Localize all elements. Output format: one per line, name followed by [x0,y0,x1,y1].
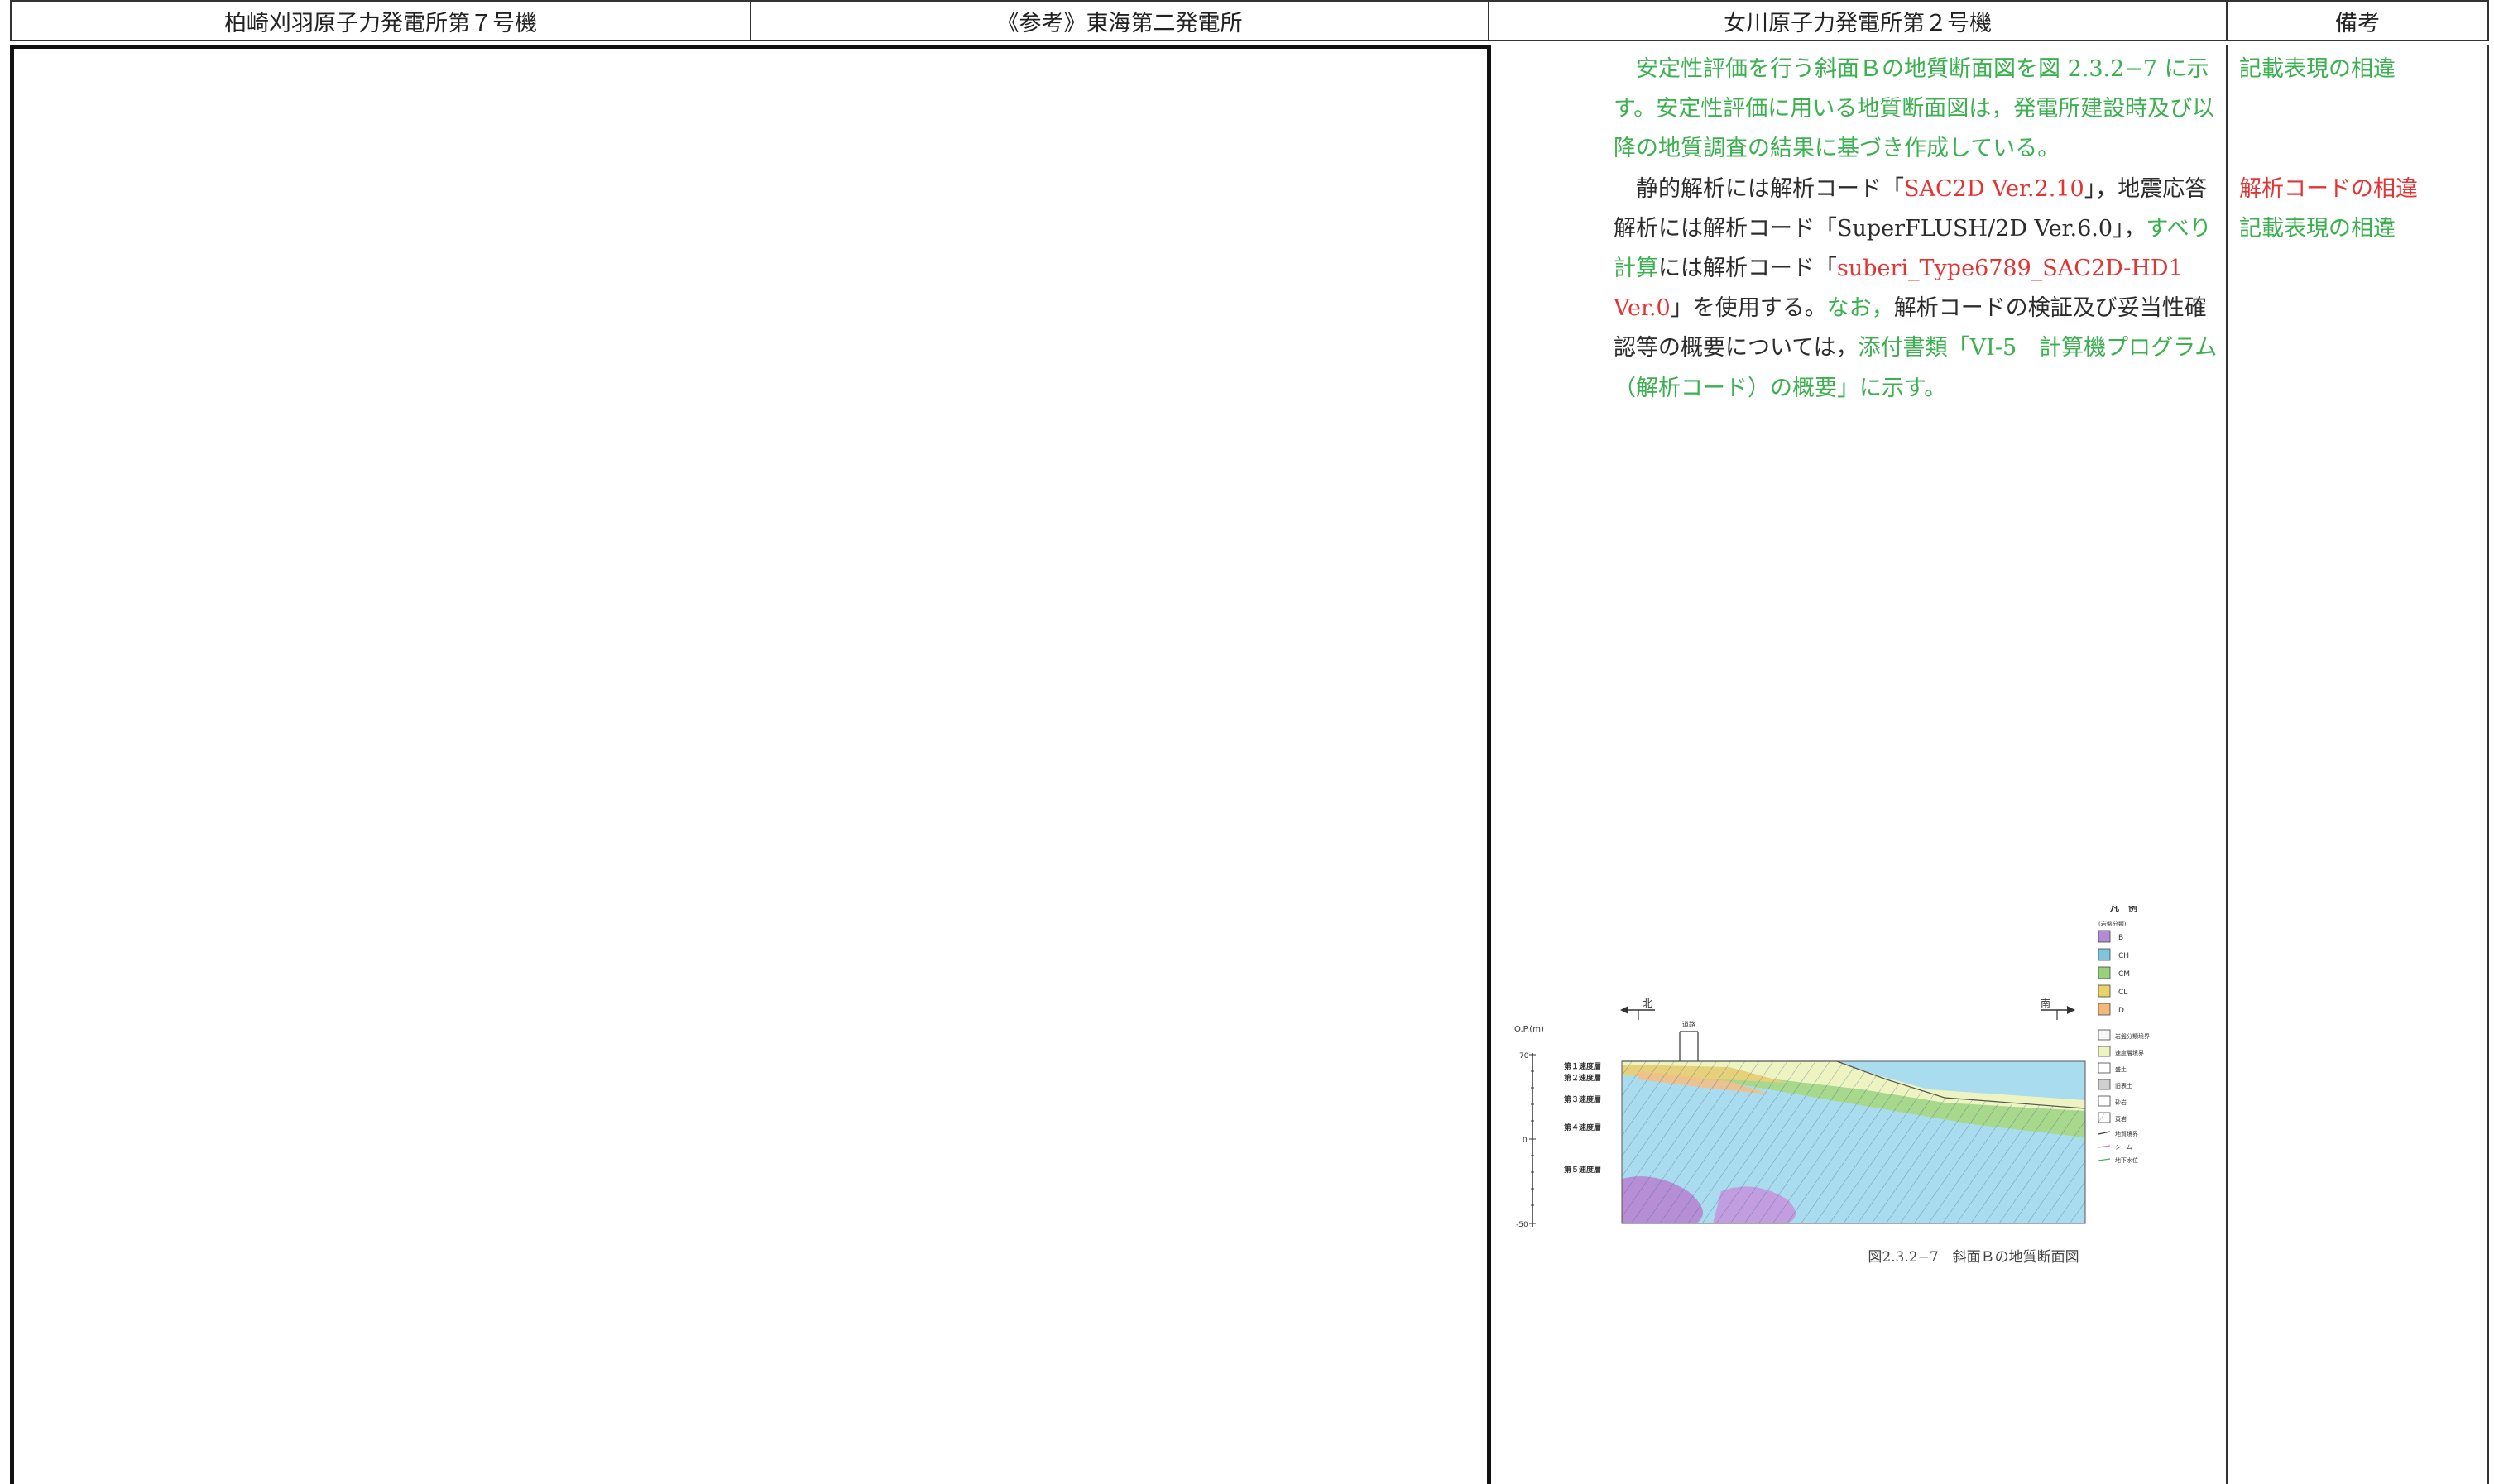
legend-item-label: 頁岩 [2115,1115,2127,1123]
figure-caption: 図2.3.2−7 斜面Ｂの地質断面図 [1868,1249,2079,1266]
legend-class-label: CL [2118,989,2127,997]
legend-class-label: CM [2118,970,2130,979]
cross-section-strata [1621,1060,2086,1224]
road-label: 道路 [1682,1020,1695,1028]
y-tick-minus-50: -50 [1516,1221,1528,1229]
legend-subtitle: (岩盤分類) [2098,920,2127,927]
legend-title: 凡 例 [2110,906,2137,913]
velocity-layer-label: 第１速度層 [1564,1061,1601,1071]
legend-item-label: 速度層境界 [2115,1049,2144,1056]
legend-item-label: 地質境界 [2115,1130,2138,1137]
comparison-table-header: 柏崎刈羽原子力発電所第７号機 《参考》東海第二発電所 女川原子力発電所第２号機 … [0,0,2494,46]
paragraph-analysis-codes: 静的解析には解析コード「SAC2D Ver.2.10」，地震応答解析には解析コー… [1614,170,2218,409]
legend-item-label: 砂岩 [2115,1099,2127,1106]
north-arrow: 北 [1620,998,1655,1020]
reference-document: 添付書類「VI-5 計算機プログラム（解析コード）の概要」に示す。 [1614,335,2218,401]
text-segment: 解析コードの検証及び妥当性確認等の概要については， [1614,295,2207,361]
y-axis-unit: O.P.(m) [1514,1025,1544,1034]
header-tokai: 《参考》東海第二発電所 [750,0,1489,41]
legend-class-label: CH [2118,952,2129,960]
legend-item-label: 岩盤分類境界 [2115,1032,2150,1040]
column-divider [2226,45,2228,1484]
y-tick-70: 70 [1519,1052,1529,1060]
paragraph-section-intro: 安定性評価を行う斜面Ｂの地質断面図を図 2.3.2−7 に示す。安定性評価に用い… [1614,56,2215,162]
code-name-suberi: suberi_Type6789_SAC2D-HD1 Ver.0 [1614,256,2183,322]
remark-wording-difference: 記載表現の相違 [2239,215,2396,242]
south-arrow: 南 [2041,997,2075,1020]
header-onagawa: 女川原子力発電所第２号機 [1488,0,2228,41]
north-label: 北 [1643,998,1652,1009]
velocity-layer-label: 第３速度層 [1564,1094,1601,1104]
legend-class-label: D [2118,1007,2124,1015]
remarks-column: 記載表現の相違 解析コードの相違 記載表現の相違 [2239,50,2479,249]
y-tick-0: 0 [1523,1137,1528,1145]
remark-spacer [2239,129,2479,169]
legend-symbol-list: 岩盤分類境界 速度層境界 盛土 旧表土 砂岩 頁岩 地質境界 シーム 地下水位 [2098,1029,2150,1164]
text-segment: には解析コード「 [1658,256,1837,282]
legend-class-label: B [2118,934,2123,942]
geologic-cross-section-figure: O.P.(m) 70 0 -50 第１速度層 第２速度層 第３速度層 第４速度層… [1514,906,2150,1229]
text-highlight: なお， [1826,295,1894,322]
text-highlight: すべり計算 [1614,215,2212,282]
south-label: 南 [2041,997,2050,1009]
legend-item-label: 旧表土 [2115,1082,2132,1089]
code-name-sac2d: SAC2D Ver.2.10 [1904,175,2084,202]
text-segment: 静的解析には解析コード「 [1636,175,1904,202]
header-kashiwazaki: 柏崎刈羽原子力発電所第７号機 [10,0,751,41]
velocity-layer-label: 第４速度層 [1564,1123,1601,1132]
remark-analysis-code-difference: 解析コードの相違 [2239,175,2418,202]
legend-item-label: 地下水位 [2115,1156,2138,1164]
text-segment: 」，地震応答解析には解析コード「SuperFLUSH/2D Ver.6.0」， [1614,175,2208,242]
figure-legend: 凡 例 (岩盤分類) B CH CM CL D 岩盤分類境界 速度層境界 盛土 … [2098,906,2150,1164]
text-segment: 」を使用する。 [1670,295,1827,322]
header-remarks: 備考 [2226,0,2489,41]
legend-item-label: 盛土 [2115,1065,2127,1073]
velocity-layer-label: 第５速度層 [1564,1165,1601,1175]
remark-wording-difference: 記載表現の相違 [2239,56,2396,82]
legend-rock-class-list: B CH CM CL D [2098,930,2130,1016]
legend-item-label: シーム [2115,1144,2132,1151]
table-right-edge [2487,45,2489,1484]
remark-spacer [2239,89,2479,129]
velocity-layer-label: 第２速度層 [1564,1073,1601,1083]
road-marker: 道路 [1679,1020,1699,1061]
blank-comparison-columns [10,45,1491,1484]
onagawa-body-text: 安定性評価を行う斜面Ｂの地質断面図を図 2.3.2−7 に示す。安定性評価に用い… [1614,50,2218,409]
